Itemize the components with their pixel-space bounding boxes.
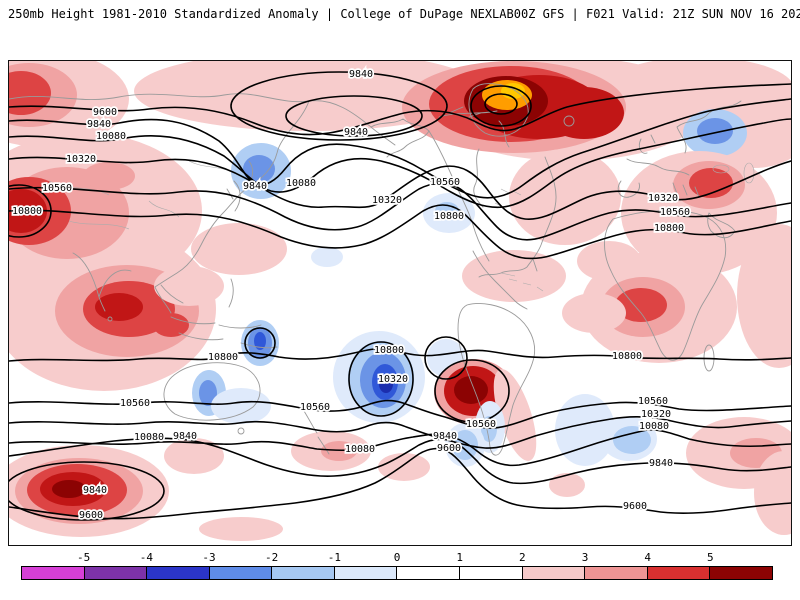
colorbar-tick-label: -3: [202, 551, 216, 564]
coastline-layer: [9, 83, 755, 456]
contour-label: 10560: [300, 402, 330, 413]
contour-label: 10320: [641, 409, 671, 420]
colorbar-segment: [647, 567, 711, 579]
contour-label: 10080: [134, 432, 164, 443]
contour-label: 10560: [660, 207, 690, 218]
contour-label: 10320: [648, 193, 678, 204]
contour-label: 9840: [243, 181, 267, 192]
colorbar-segment: [84, 567, 148, 579]
contour-label: 10080: [96, 131, 126, 142]
contour-label: 10320: [372, 195, 402, 206]
colorbar-segment: [710, 567, 772, 579]
map-header: 250mb Height 1981-2010 Standardized Anom…: [8, 7, 800, 21]
colorbar-tick-label: -5: [77, 551, 91, 564]
colorbar-tick-label: 4: [644, 551, 651, 564]
contour-label: 9840: [649, 458, 673, 469]
contour-label: 9600: [79, 510, 103, 521]
map-frame: 9840 9600 9840 10080 9840 10320 9840 10080 10560…: [8, 60, 792, 546]
colorbar-tick-label: 3: [581, 551, 589, 564]
colorbar-tick-label: 2: [519, 551, 526, 564]
colorbar-tick-row: -5 -4 -3 -2 -1 0 1 2 3 4 5: [21, 551, 773, 566]
colorbar-segment: [147, 567, 210, 579]
contour-label: 10080: [345, 444, 375, 455]
contour-label: 10080: [639, 421, 669, 432]
colorbar-segment: [272, 567, 335, 579]
colorbar-segment: [460, 567, 523, 579]
contour-label: 9600: [93, 107, 117, 118]
colorbar-tick-label: -2: [265, 551, 279, 564]
contour-label: 10800: [374, 345, 404, 356]
anomaly-shading-layer: [9, 61, 791, 541]
contour-label: 10080: [286, 178, 316, 189]
contour-label: 10560: [120, 398, 150, 409]
contour-label: 9840: [173, 431, 197, 442]
contour-label: 9600: [437, 443, 461, 454]
colorbar-segment: [585, 567, 648, 579]
contour-label: 9840: [344, 127, 368, 138]
contour-label: 9840: [83, 485, 107, 496]
contour-label: 9600: [623, 501, 647, 512]
contour-label: 9840: [433, 431, 457, 442]
contour-label: 10800: [12, 206, 42, 217]
map-title: 250mb Height 1981-2010 Standardized Anom…: [8, 7, 514, 21]
colorbar-segment: [209, 567, 273, 579]
colorbar-segment: [522, 567, 586, 579]
contour-label: 10560: [42, 183, 72, 194]
colorbar-bar: [21, 566, 773, 580]
contour-label: 10560: [430, 177, 460, 188]
contour-label: 10800: [208, 352, 238, 363]
colorbar-tick-label: 0: [393, 551, 401, 564]
contour-label: 9840: [87, 119, 111, 130]
colorbar-tick-label: -4: [139, 551, 153, 564]
colorbar-tick-label: 5: [707, 551, 714, 564]
contour-label: 10800: [612, 351, 642, 362]
colorbar-tick-label: 1: [456, 551, 463, 564]
contour-label: 10800: [654, 223, 684, 234]
colorbar: -5 -4 -3 -2 -1 0 1 2 3 4 5: [21, 551, 773, 580]
contour-label: 10800: [434, 211, 464, 222]
colorbar-tick-label: -1: [327, 551, 341, 564]
colorbar-segment: [397, 567, 461, 579]
contour-label: 10560: [638, 396, 668, 407]
contour-label: 10320: [66, 154, 96, 165]
contour-label: 9840: [349, 69, 373, 80]
contour-label: 10560: [466, 419, 496, 430]
colorbar-segment: [22, 567, 85, 579]
map-validity: 00Z GFS | F021 Valid: 21Z SUN NOV 16 202…: [513, 7, 800, 21]
contour-label: 10320: [378, 374, 408, 385]
colorbar-segment: [334, 567, 398, 579]
contour-layer: [9, 71, 791, 521]
